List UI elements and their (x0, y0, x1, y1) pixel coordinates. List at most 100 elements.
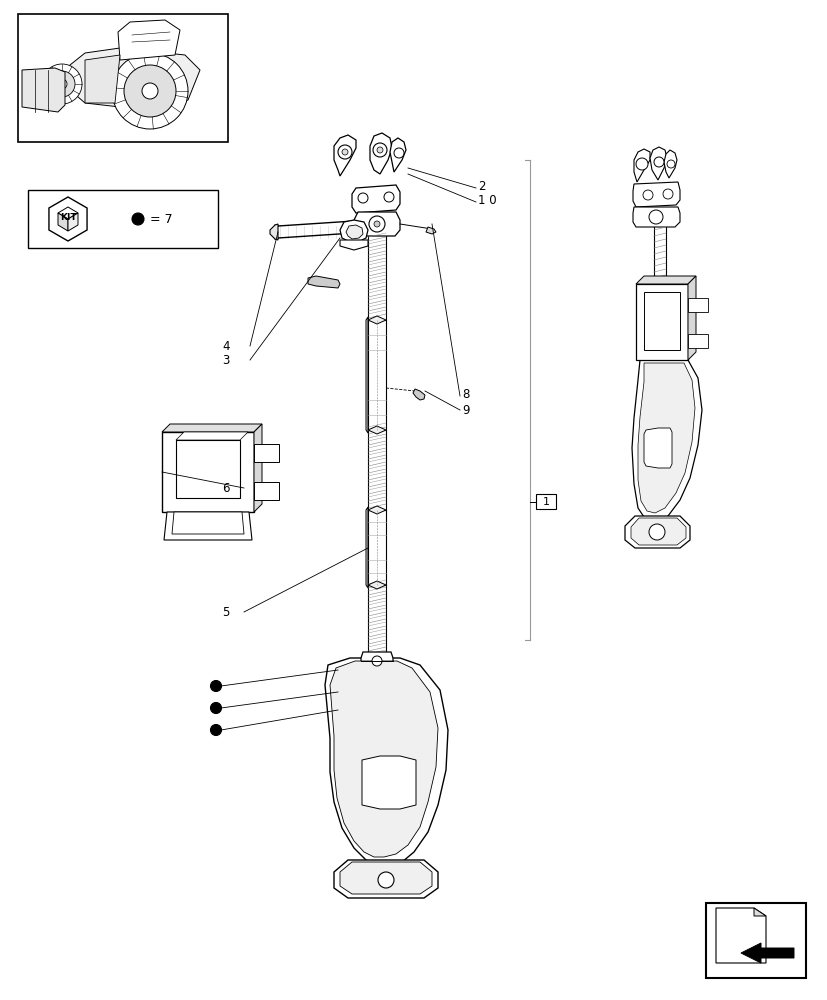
Bar (254, 482, 279, 500)
Text: KIT: KIT (60, 213, 76, 222)
Circle shape (131, 213, 144, 225)
Polygon shape (367, 426, 385, 434)
Circle shape (378, 872, 394, 888)
Text: 1: 1 (542, 497, 549, 507)
Polygon shape (633, 149, 649, 182)
Bar (643, 292, 679, 350)
Circle shape (342, 149, 347, 155)
Text: 2: 2 (477, 180, 485, 193)
Circle shape (643, 190, 653, 200)
Polygon shape (162, 424, 261, 432)
Bar (254, 444, 279, 462)
Polygon shape (85, 55, 120, 103)
Text: 6: 6 (222, 482, 230, 494)
Polygon shape (366, 507, 367, 588)
Polygon shape (361, 652, 393, 670)
Polygon shape (367, 581, 385, 589)
Circle shape (372, 143, 386, 157)
Polygon shape (49, 197, 87, 241)
Circle shape (357, 193, 367, 203)
Polygon shape (413, 389, 424, 400)
Bar (162, 432, 254, 512)
Circle shape (662, 189, 672, 199)
Circle shape (124, 65, 176, 117)
Text: = 7: = 7 (150, 213, 172, 226)
Polygon shape (367, 506, 385, 514)
Polygon shape (340, 862, 432, 894)
Text: 3: 3 (222, 354, 230, 366)
Text: 8: 8 (461, 387, 469, 400)
Polygon shape (366, 317, 367, 433)
Polygon shape (354, 212, 399, 236)
Polygon shape (630, 518, 686, 545)
Polygon shape (740, 943, 793, 963)
Text: 9: 9 (461, 403, 469, 416)
Polygon shape (340, 240, 367, 250)
Polygon shape (687, 276, 696, 360)
Polygon shape (70, 48, 200, 107)
Bar (535, 494, 555, 509)
Polygon shape (367, 316, 385, 324)
Polygon shape (308, 276, 340, 288)
Circle shape (384, 192, 394, 202)
Polygon shape (425, 227, 436, 234)
Bar (28, 190, 218, 248)
Polygon shape (118, 20, 179, 60)
Text: 4: 4 (222, 340, 230, 353)
Bar (18, 14, 227, 142)
Circle shape (112, 53, 188, 129)
Polygon shape (370, 133, 391, 174)
Polygon shape (663, 150, 676, 178)
Bar (635, 284, 687, 360)
Polygon shape (68, 213, 78, 231)
Circle shape (648, 524, 664, 540)
Polygon shape (58, 207, 78, 219)
Polygon shape (164, 512, 251, 540)
Polygon shape (632, 182, 679, 207)
Polygon shape (624, 516, 689, 548)
Text: 5: 5 (222, 605, 230, 618)
Polygon shape (340, 220, 367, 242)
Polygon shape (753, 908, 765, 916)
Circle shape (635, 158, 648, 170)
Circle shape (653, 157, 663, 167)
Circle shape (210, 680, 222, 692)
Bar (367, 320, 385, 430)
Polygon shape (649, 147, 667, 180)
Polygon shape (638, 363, 694, 513)
Circle shape (374, 221, 380, 227)
Bar (687, 334, 707, 348)
Polygon shape (390, 138, 405, 172)
Polygon shape (330, 661, 437, 857)
Polygon shape (635, 276, 696, 284)
Polygon shape (176, 432, 248, 440)
Text: 1 0: 1 0 (477, 194, 496, 207)
Circle shape (394, 148, 404, 158)
Circle shape (369, 216, 385, 232)
Polygon shape (643, 428, 672, 468)
Bar (176, 440, 240, 498)
Polygon shape (361, 756, 415, 809)
Polygon shape (631, 360, 701, 522)
Circle shape (371, 656, 381, 666)
Circle shape (42, 64, 82, 104)
Circle shape (337, 145, 351, 159)
Polygon shape (333, 860, 437, 898)
Polygon shape (346, 225, 362, 239)
Polygon shape (325, 658, 447, 866)
Circle shape (210, 702, 222, 713)
Polygon shape (632, 207, 679, 227)
Bar (367, 510, 385, 585)
Circle shape (376, 147, 383, 153)
Polygon shape (715, 908, 765, 963)
Circle shape (667, 160, 674, 168)
Bar (687, 298, 707, 312)
Polygon shape (254, 424, 261, 512)
Circle shape (210, 724, 222, 735)
Polygon shape (351, 185, 399, 213)
Circle shape (49, 71, 75, 97)
Bar (705, 903, 805, 978)
Polygon shape (172, 512, 244, 534)
Circle shape (57, 79, 67, 89)
Polygon shape (333, 135, 356, 176)
